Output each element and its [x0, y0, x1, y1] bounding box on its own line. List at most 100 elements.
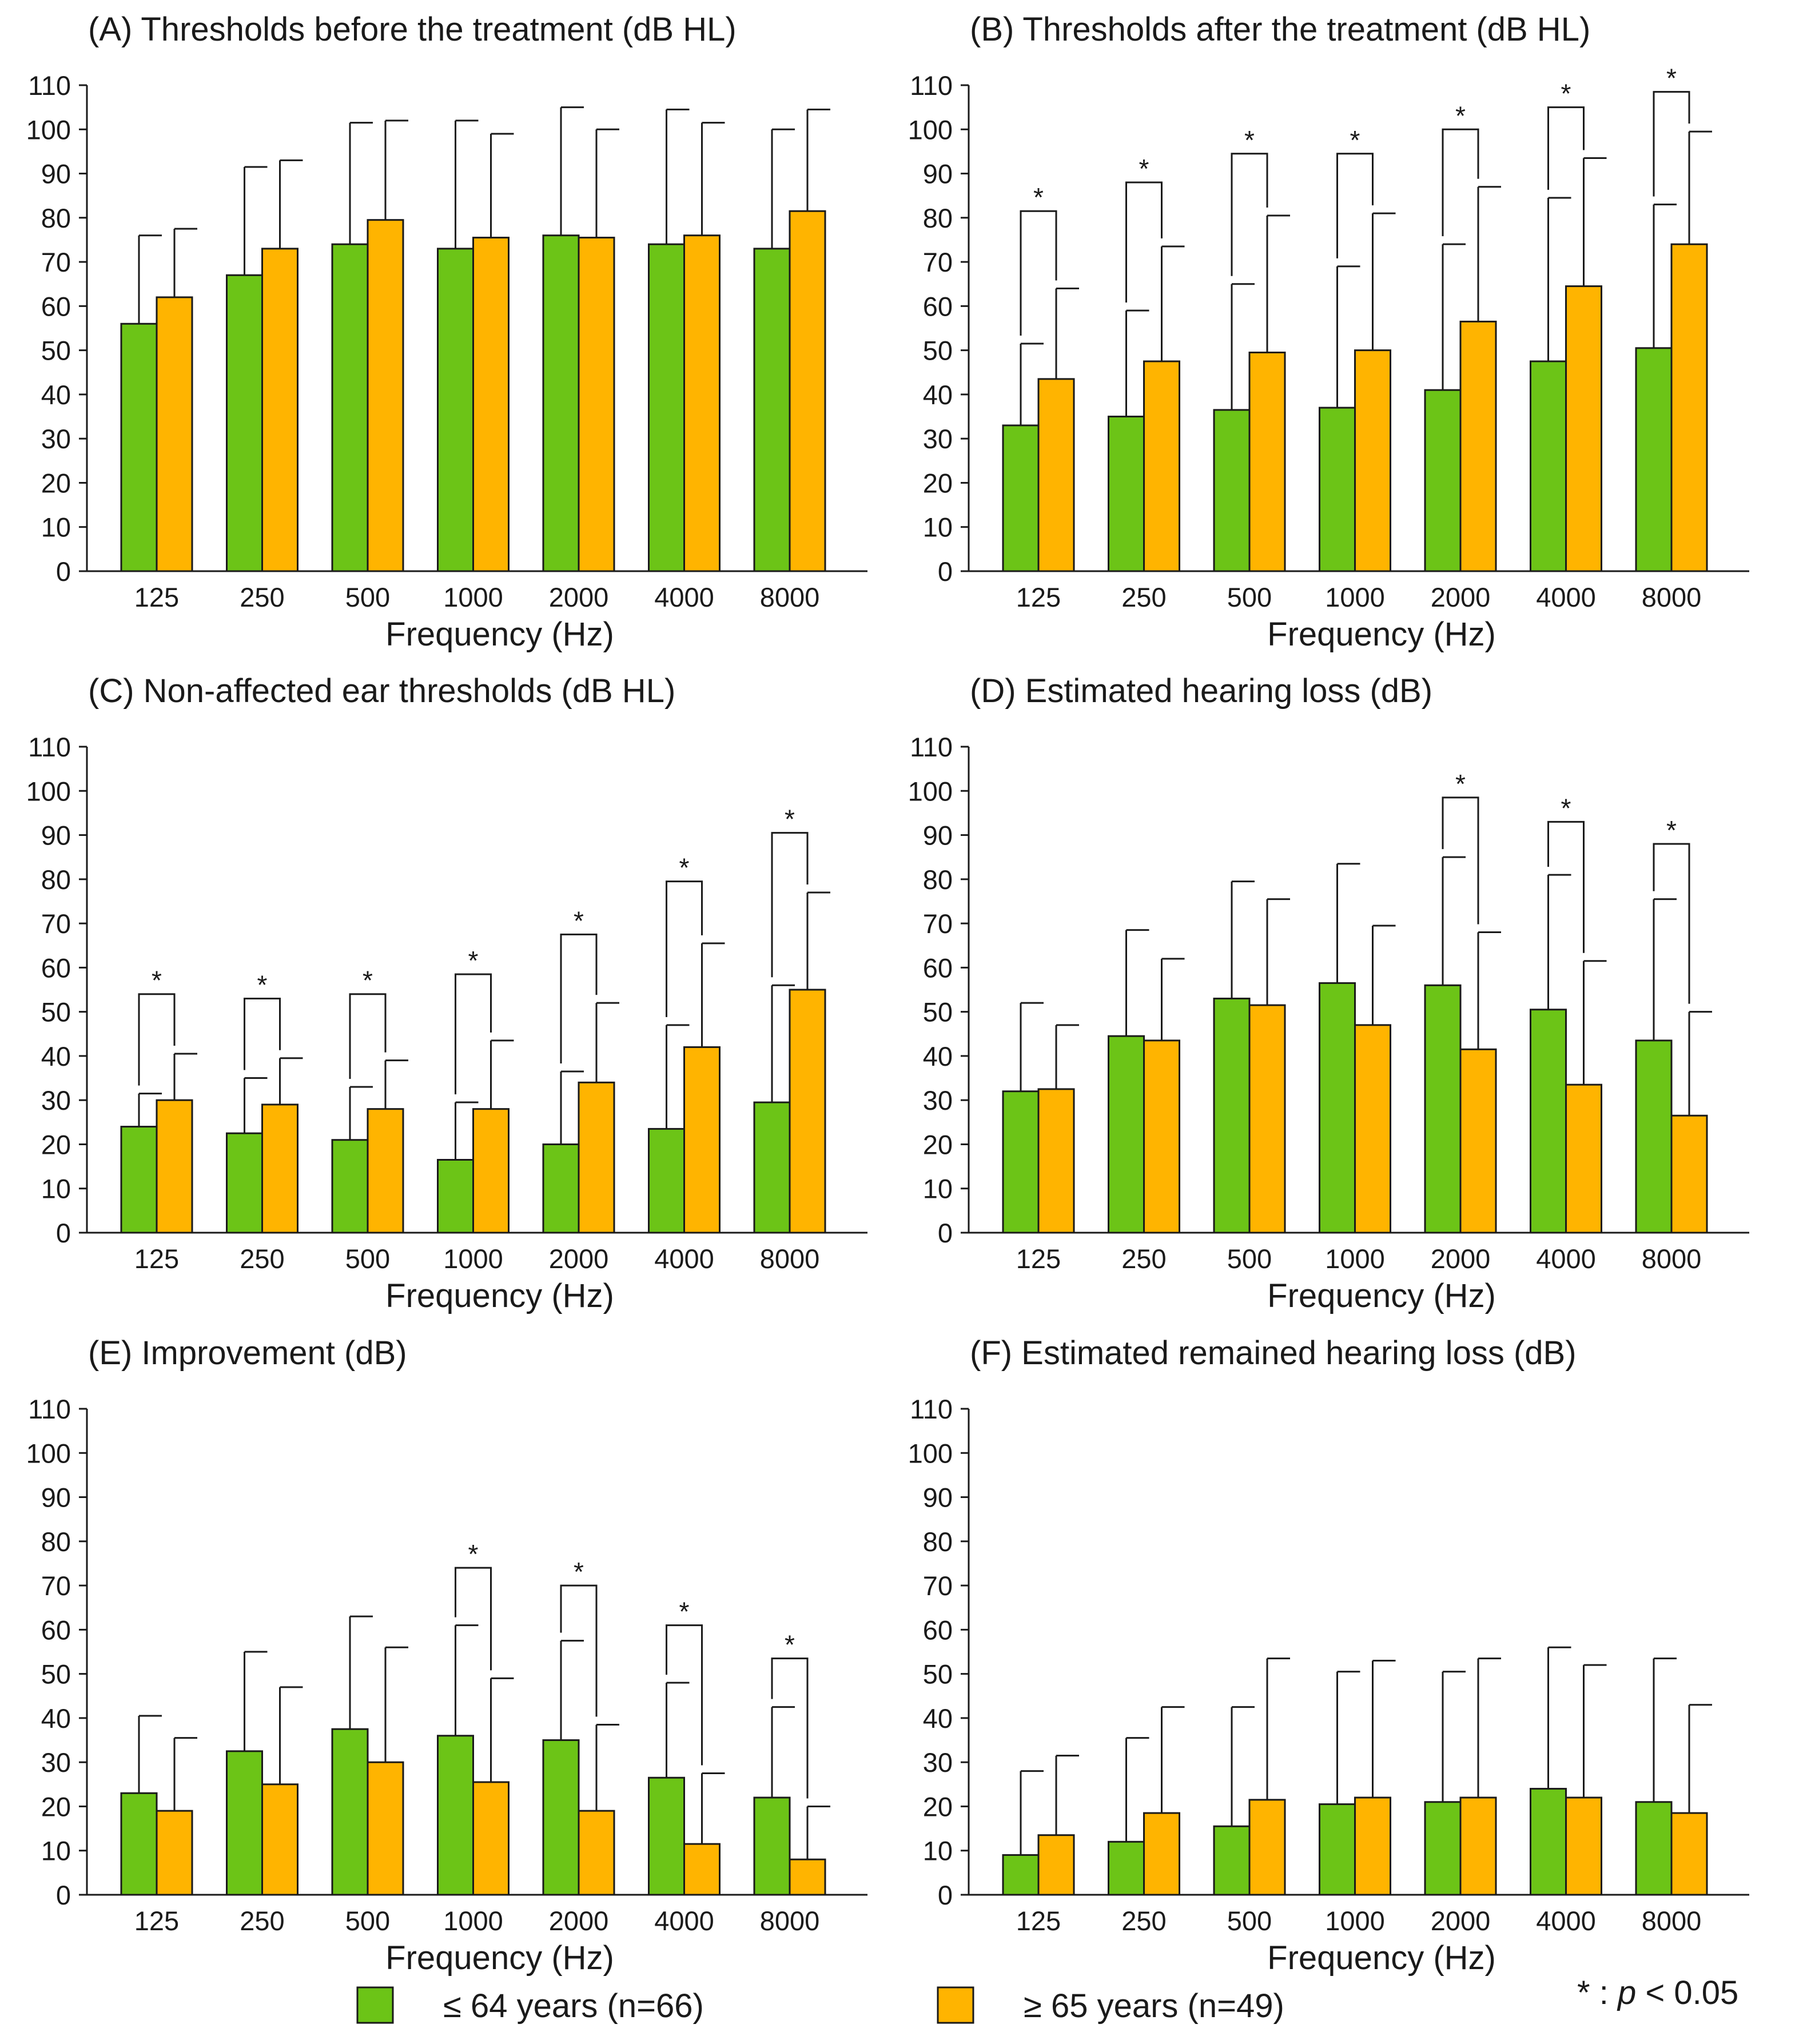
bar-under65 — [648, 1127, 685, 1234]
legend-label-over65: ≥ 65 years (n=49) — [1024, 1987, 1284, 2025]
y-tick-label: 80 — [41, 1527, 71, 1557]
bar-under65 — [1635, 1801, 1673, 1896]
y-tick-label: 70 — [923, 1571, 953, 1601]
significance-star: * — [1455, 101, 1466, 130]
bar-under65 — [753, 1796, 791, 1896]
y-tick-label: 10 — [41, 1836, 71, 1866]
bar-under65 — [1530, 1788, 1567, 1896]
y-tick-label: 70 — [41, 247, 71, 277]
significance-bracket — [138, 993, 176, 1086]
significance-star: * — [1561, 79, 1571, 109]
panel-B: (B) Thresholds after the treatment (dB H… — [908, 11, 1749, 653]
x-tick-label: 8000 — [1642, 1244, 1702, 1274]
bar-over65 — [1670, 1114, 1708, 1234]
y-tick-label: 80 — [923, 203, 953, 233]
bar-under65 — [753, 248, 791, 572]
significance-bracket — [244, 997, 281, 1070]
panel-E: (E) Improvement (dB) * * * * 0 10 20 30 40 50 60 70 8… — [26, 1334, 867, 1977]
bar-under65 — [437, 1735, 474, 1896]
bar-under65 — [437, 248, 474, 572]
bar-under65 — [1424, 984, 1462, 1234]
x-tick-label: 250 — [1121, 1244, 1166, 1274]
y-tick-label: 110 — [910, 70, 953, 101]
y-tick-label: 20 — [41, 1129, 71, 1160]
x-axis-label: Frequency (Hz) — [1267, 616, 1496, 653]
y-tick-label: 80 — [41, 203, 71, 233]
bar-under65 — [1424, 389, 1462, 572]
x-tick-label: 125 — [134, 1906, 179, 1936]
significance-bracket — [1442, 796, 1479, 925]
y-tick-label: 90 — [923, 820, 953, 851]
panel-F: (F) Estimated remained hearing loss (dB)… — [908, 1334, 1749, 1977]
y-tick-label: 0 — [938, 1880, 953, 1910]
bar-over65 — [367, 1108, 404, 1234]
bar-over65 — [683, 234, 721, 572]
y-tick-label: 30 — [41, 1747, 71, 1778]
x-tick-label: 4000 — [1536, 1244, 1596, 1274]
bar-under65 — [1213, 997, 1251, 1234]
significance-bracket — [1336, 153, 1374, 258]
bar-under65 — [226, 1132, 263, 1234]
panel-title: (F) Estimated remained hearing loss (dB) — [970, 1334, 1577, 1372]
y-tick-label: 80 — [41, 864, 71, 895]
x-tick-label: 250 — [240, 1244, 284, 1274]
bar-over65 — [1459, 320, 1497, 572]
y-tick-label: 20 — [923, 1129, 953, 1160]
y-tick-label: 10 — [41, 512, 71, 543]
y-tick-label: 80 — [923, 864, 953, 895]
bar-under65 — [542, 1143, 580, 1234]
y-tick-label: 20 — [923, 468, 953, 498]
panel-title: (C) Non-affected ear thresholds (dB HL) — [88, 672, 675, 710]
x-tick-label: 4000 — [654, 582, 714, 612]
panels: (A) Thresholds before the treatment (dB … — [26, 11, 1749, 1977]
y-tick-label: 10 — [41, 1174, 71, 1204]
y-tick-label: 60 — [923, 1615, 953, 1645]
y-tick-label: 0 — [938, 556, 953, 587]
x-tick-label: 8000 — [1642, 582, 1702, 612]
bar-under65 — [226, 274, 263, 572]
y-tick-label: 60 — [41, 953, 71, 983]
legend-label-under65: ≤ 64 years (n=66) — [443, 1987, 704, 2025]
y-tick-label: 100 — [26, 776, 71, 806]
x-tick-label: 1000 — [1325, 1906, 1385, 1936]
x-axis-label: Frequency (Hz) — [385, 1939, 614, 1977]
significance-note-colon: : — [1599, 1974, 1609, 2011]
y-tick-label: 70 — [923, 909, 953, 939]
bar-over65 — [1459, 1048, 1497, 1234]
y-tick-label: 70 — [923, 247, 953, 277]
x-tick-label: 2000 — [1431, 582, 1491, 612]
significance-star: * — [679, 1597, 690, 1627]
legend: ≤ 64 years (n=66) ≥ 65 years (n=49) * : … — [356, 1974, 1738, 2025]
bar-over65 — [261, 1103, 298, 1234]
x-tick-label: 500 — [1227, 1244, 1272, 1274]
significance-bracket — [560, 933, 598, 1063]
x-tick-label: 1000 — [443, 1244, 503, 1274]
x-tick-label: 500 — [1227, 1906, 1272, 1936]
bar-over65 — [1670, 243, 1708, 572]
significance-note-threshold: < 0.05 — [1645, 1974, 1738, 2011]
bar-over65 — [1565, 285, 1602, 572]
x-tick-label: 250 — [240, 1906, 284, 1936]
bar-under65 — [1002, 1090, 1040, 1234]
significance-bracket — [1020, 210, 1057, 336]
bar-over65 — [1037, 1088, 1075, 1234]
bar-under65 — [1319, 1803, 1356, 1896]
y-tick-label: 80 — [923, 1527, 953, 1557]
bar-over65 — [683, 1046, 721, 1234]
y-tick-label: 0 — [938, 1218, 953, 1248]
bar-under65 — [1635, 1039, 1673, 1234]
bar-over65 — [789, 989, 826, 1234]
significance-star: * — [679, 853, 690, 883]
y-tick-label: 10 — [923, 1174, 953, 1204]
bar-under65 — [753, 1101, 791, 1234]
legend-swatch-over65 — [937, 1986, 974, 2024]
panel-D: (D) Estimated hearing loss (dB) * * * 0 10 20 3… — [908, 672, 1749, 1314]
y-tick-label: 10 — [923, 1836, 953, 1866]
bar-over65 — [1037, 1834, 1075, 1896]
significance-star: * — [468, 946, 479, 975]
significance-star: * — [1350, 125, 1360, 155]
x-tick-label: 8000 — [760, 582, 820, 612]
x-axis-label: Frequency (Hz) — [385, 1277, 614, 1314]
significance-star: * — [1244, 125, 1255, 155]
panel-title: (E) Improvement (dB) — [88, 1334, 407, 1372]
